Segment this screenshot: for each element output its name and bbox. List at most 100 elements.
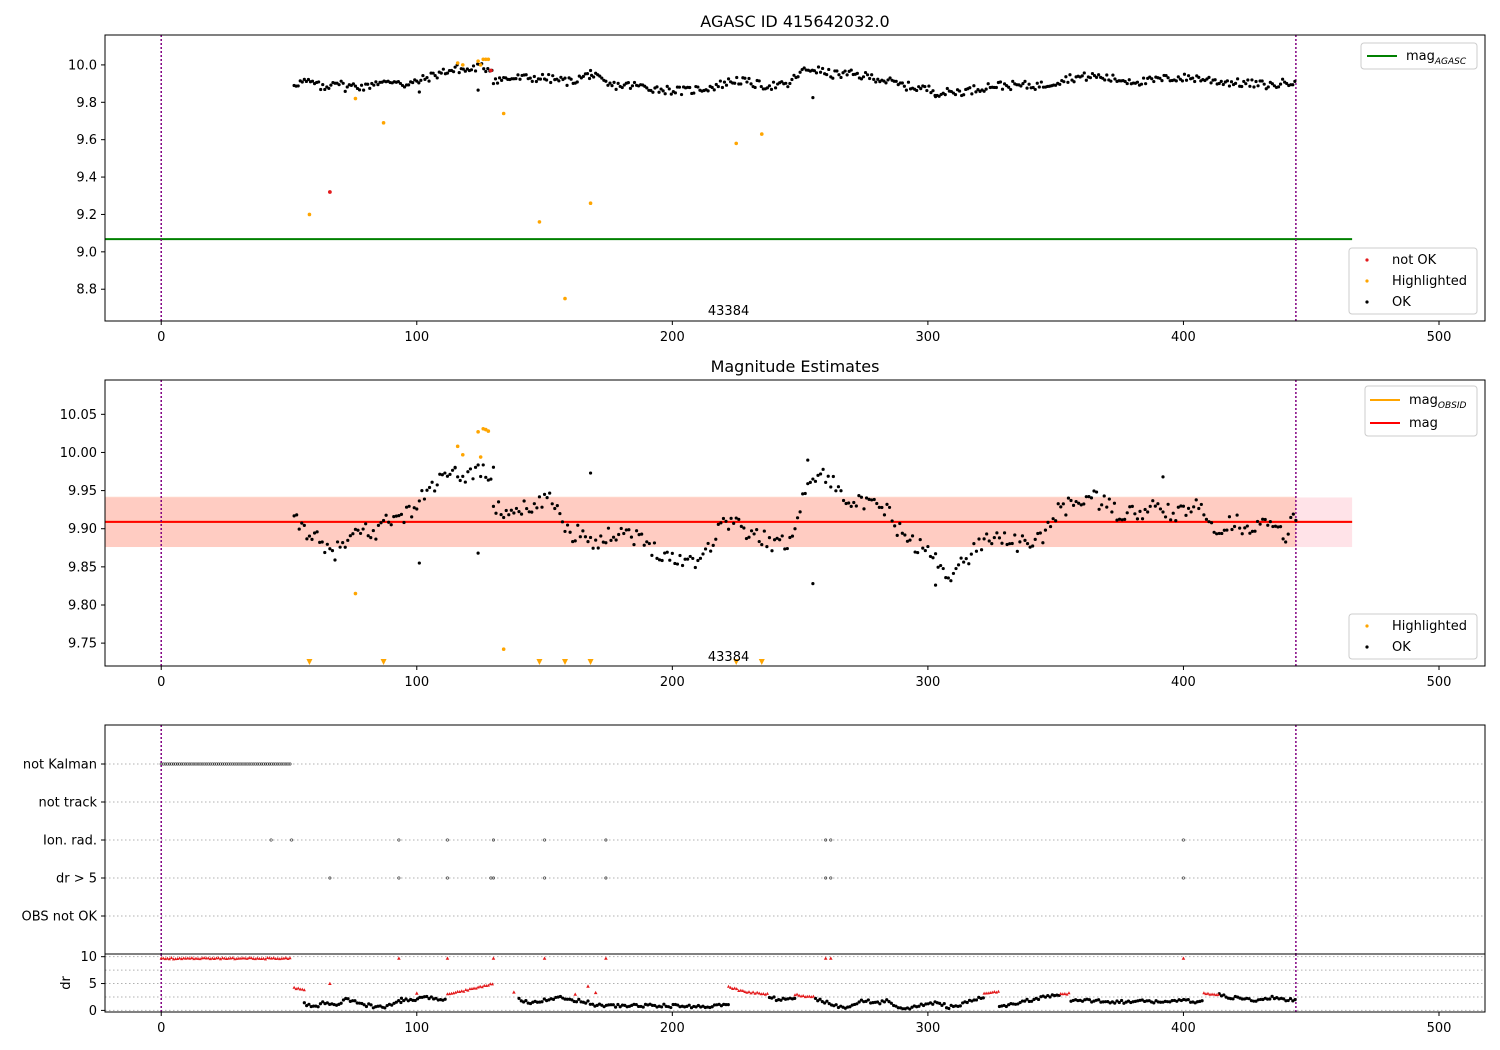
ok-point xyxy=(1268,997,1272,1001)
flag-marker xyxy=(253,762,257,766)
y-tick-label: 10.0 xyxy=(68,58,97,73)
ok-point xyxy=(979,548,984,552)
ok-point xyxy=(1286,998,1290,1003)
ok-point xyxy=(680,563,685,568)
ok-point xyxy=(965,1000,969,1005)
not-ok-marker xyxy=(182,956,186,960)
ok-point xyxy=(997,536,1002,540)
x-tick-label: 500 xyxy=(1427,330,1452,345)
ok-point xyxy=(919,1002,923,1006)
ok-point xyxy=(775,536,779,540)
not-ok-marker xyxy=(733,986,737,990)
ok-point xyxy=(429,995,433,999)
ok-point xyxy=(550,502,554,506)
ok-point xyxy=(549,80,553,85)
flag-marker xyxy=(268,762,272,766)
ok-point xyxy=(1207,75,1211,79)
not-ok-marker xyxy=(247,956,251,960)
ok-point xyxy=(495,81,500,85)
ok-point xyxy=(358,531,363,536)
ok-point xyxy=(875,501,879,506)
ok-point xyxy=(1270,82,1274,86)
not-ok-marker xyxy=(280,956,284,960)
ok-point xyxy=(1293,998,1297,1002)
ok-point xyxy=(538,77,543,81)
ok-point xyxy=(821,467,825,471)
ok-point xyxy=(779,998,783,1002)
ok-point xyxy=(453,466,457,470)
ok-point xyxy=(1244,82,1248,86)
ok-point xyxy=(1002,531,1007,535)
ok-point xyxy=(953,92,958,97)
ok-point xyxy=(351,82,355,86)
ok-point xyxy=(721,516,726,521)
ok-point xyxy=(435,483,439,487)
ok-point xyxy=(588,68,593,73)
ok-point xyxy=(968,86,972,90)
ok-point xyxy=(1120,998,1124,1003)
ok-point xyxy=(351,999,355,1003)
not-ok-marker xyxy=(456,989,460,993)
ok-point xyxy=(427,996,431,1001)
ok-point xyxy=(1263,517,1267,522)
ok-point xyxy=(772,995,776,999)
ok-point xyxy=(1056,502,1060,506)
ok-point xyxy=(854,504,858,508)
ok-point xyxy=(645,540,649,544)
ok-point xyxy=(585,71,590,76)
ok-point xyxy=(933,95,938,99)
ok-point xyxy=(1125,81,1129,86)
ok-point xyxy=(1094,75,1099,79)
ok-point xyxy=(1087,494,1091,499)
ok-point xyxy=(545,78,549,82)
ok-point xyxy=(1021,82,1025,86)
ok-point xyxy=(1071,503,1076,508)
ok-point xyxy=(726,77,731,81)
highlighted-point xyxy=(486,57,491,62)
ok-point xyxy=(744,536,749,541)
ok-point xyxy=(668,558,672,562)
ok-point xyxy=(1215,532,1219,536)
ok-point xyxy=(1115,999,1119,1003)
ok-point xyxy=(745,80,749,84)
ok-point xyxy=(906,80,911,84)
y-category-label: dr > 5 xyxy=(56,872,97,887)
ok-point xyxy=(647,541,651,546)
ok-point xyxy=(872,497,876,502)
ok-point xyxy=(1127,78,1131,82)
ok-point xyxy=(820,1000,824,1004)
flag-marker xyxy=(272,762,276,766)
ok-point xyxy=(1023,999,1027,1003)
x-tick-label: 400 xyxy=(1171,330,1196,345)
y-tick-label: 9.4 xyxy=(76,171,97,186)
not-ok-marker xyxy=(272,956,276,960)
highlighted-below-limit-marker xyxy=(562,659,568,665)
ok-point xyxy=(548,491,552,495)
not-ok-marker xyxy=(445,956,450,960)
ok-point xyxy=(558,994,563,999)
ok-point xyxy=(1152,79,1156,84)
ok-point xyxy=(769,87,774,91)
ok-point xyxy=(889,1001,893,1005)
ok-point xyxy=(641,1005,645,1009)
ok-point xyxy=(1102,494,1106,498)
ok-point xyxy=(885,502,889,507)
y-tick-label: 9.0 xyxy=(76,245,97,260)
ok-point xyxy=(1180,79,1185,83)
ok-point xyxy=(1219,79,1223,83)
flag-marker xyxy=(169,762,173,766)
ok-point xyxy=(931,89,935,93)
ok-point xyxy=(534,79,538,84)
ok-point xyxy=(650,553,654,557)
ok-point xyxy=(600,76,604,80)
not-ok-marker xyxy=(1059,992,1063,996)
x-tick-label: 500 xyxy=(1427,675,1452,690)
ok-point xyxy=(824,480,828,484)
ok-point xyxy=(1194,498,1198,502)
flag-marker xyxy=(198,762,202,766)
ok-point xyxy=(463,480,467,484)
ok-point xyxy=(900,531,904,535)
ok-point xyxy=(319,87,323,92)
not-ok-marker xyxy=(1216,992,1220,996)
ok-point xyxy=(802,66,806,70)
